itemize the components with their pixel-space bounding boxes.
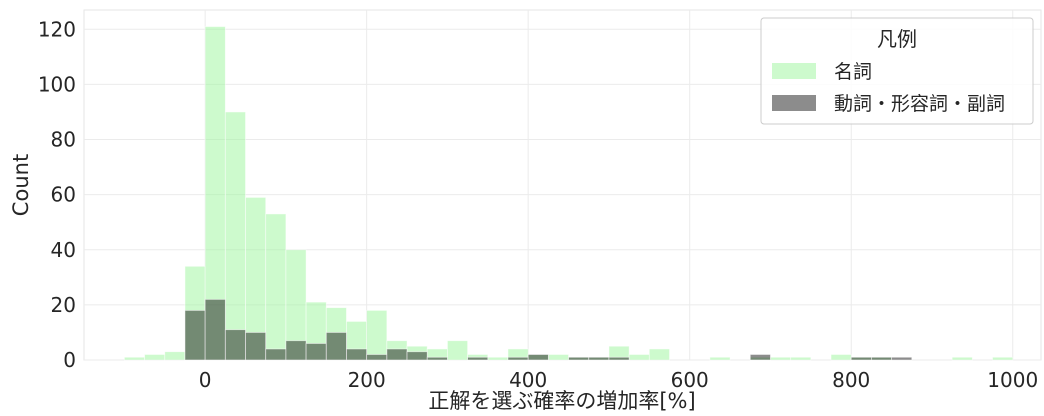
histogram-bar — [386, 348, 408, 361]
y-tick-label: 40 — [51, 238, 76, 262]
legend-swatch-noun — [772, 63, 816, 79]
y-tick-label: 0 — [63, 348, 76, 372]
histogram-bar — [224, 329, 246, 361]
legend-label-noun: 名詞 — [834, 61, 872, 83]
histogram-bar — [891, 356, 913, 361]
histogram-bar — [144, 354, 166, 361]
histogram-bar — [245, 332, 267, 361]
legend-swatch-verb-adj-adv — [772, 95, 816, 111]
histogram-bar — [871, 356, 892, 361]
legend: 凡例 名詞 動詞・形容詞・副詞 — [760, 17, 1034, 125]
histogram-bar — [588, 356, 610, 361]
histogram-bar — [850, 356, 872, 361]
ticks: 0 200 400 600 800 1000 0 20 40 60 80 100 120 — [38, 17, 1038, 392]
histogram-bar — [265, 348, 287, 361]
x-axis-label: 正解を選ぶ確率の増加率[%] — [428, 389, 695, 413]
x-tick-label: 600 — [671, 368, 709, 392]
histogram-bar — [305, 343, 327, 361]
histogram-bar — [366, 354, 388, 361]
histogram-bar — [224, 111, 246, 361]
x-tick-label: 200 — [348, 368, 386, 392]
histogram-bar — [447, 340, 469, 361]
y-tick-label: 60 — [51, 183, 76, 207]
histogram-bar — [285, 340, 307, 361]
series-0 — [123, 26, 1014, 361]
y-tick-label: 100 — [38, 72, 76, 96]
histogram-bar — [123, 356, 145, 361]
histogram-bar — [346, 348, 368, 361]
y-tick-label: 120 — [38, 17, 76, 41]
legend-label-verb-adj-adv: 動詞・形容詞・副詞 — [834, 93, 1005, 115]
histogram-bar — [366, 309, 388, 361]
histogram-bar — [648, 348, 670, 361]
legend-title: 凡例 — [877, 27, 917, 51]
histogram-bar — [830, 354, 852, 361]
bars — [123, 26, 1014, 361]
x-tick-label: 800 — [832, 368, 870, 392]
histogram-bar — [487, 356, 509, 361]
histogram-bar — [406, 351, 428, 361]
histogram-bar — [204, 298, 226, 361]
histogram-bar — [608, 356, 630, 361]
histogram-bar — [709, 356, 731, 361]
x-tick-label: 0 — [199, 368, 212, 392]
histogram-bar — [426, 356, 448, 361]
histogram-bar — [547, 354, 569, 361]
histogram-bar — [265, 213, 287, 361]
histogram-bar — [951, 356, 973, 361]
histogram-bar — [628, 354, 650, 361]
histogram-bar — [770, 356, 792, 361]
y-tick-label: 20 — [51, 293, 76, 317]
histogram-bar — [527, 354, 549, 361]
legend-box — [760, 17, 1034, 125]
x-tick-label: 400 — [509, 368, 547, 392]
y-tick-label: 80 — [51, 128, 76, 152]
histogram-bar — [507, 356, 529, 361]
histogram-bar — [790, 356, 812, 361]
histogram-bar — [467, 356, 489, 361]
histogram-bar — [749, 354, 771, 361]
histogram-bar — [992, 356, 1014, 361]
series-1 — [184, 298, 913, 361]
y-axis-label: Count — [9, 154, 33, 216]
histogram-bar — [184, 309, 206, 361]
histogram-bar — [164, 351, 186, 361]
histogram-bar — [568, 356, 590, 361]
x-tick-label: 1000 — [987, 368, 1038, 392]
histogram-bar — [325, 332, 347, 361]
